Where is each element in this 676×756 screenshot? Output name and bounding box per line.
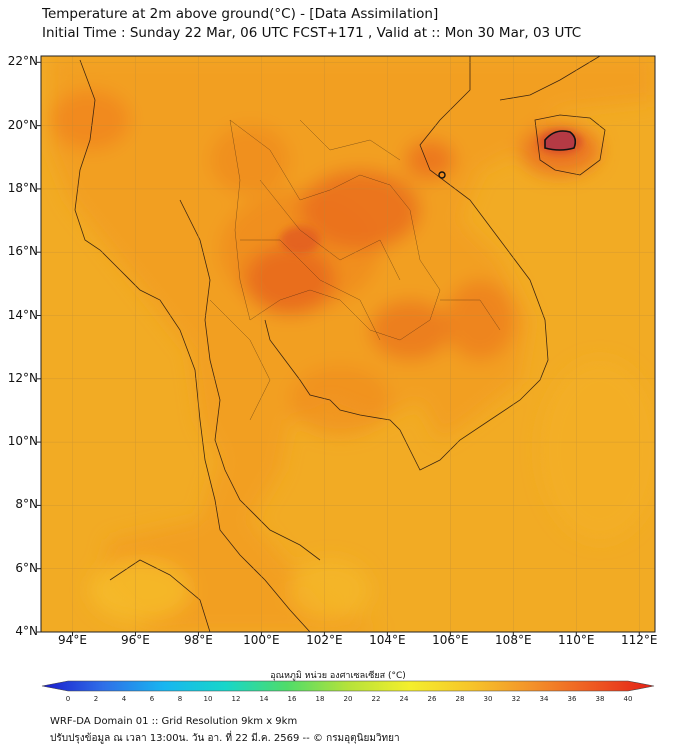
colorbar-tick-label: 34	[539, 695, 549, 703]
colorbar-tick-label: 8	[177, 695, 183, 703]
lat-label: 4°N	[15, 624, 38, 638]
lat-label: 12°N	[7, 370, 38, 385]
colorbar-title: อุณหภูมิ หน่วย องศาเซลเซียส (°C)	[270, 671, 406, 681]
lat-label: 10°N	[7, 434, 38, 449]
colorbar-tick-label: 38	[595, 695, 605, 703]
colorbar-tick-label: 24	[399, 695, 409, 703]
lon-label: 104°E	[369, 633, 406, 647]
chart-subtitle: Initial Time : Sunday 22 Mar, 06 UTC FCS…	[42, 25, 582, 41]
colorbar-tick-label: 26	[427, 695, 437, 703]
colorbar-tick-label: 32	[511, 695, 521, 703]
chart-title: Temperature at 2m above ground(°C) - [Da…	[42, 6, 439, 22]
colorbar-tick-label: 10	[203, 695, 213, 703]
coastlines	[74, 56, 606, 632]
lon-label: 112°E	[621, 633, 658, 647]
colorbar-tick-label: 22	[371, 695, 381, 703]
lon-label: 100°E	[243, 633, 280, 647]
max-contour	[544, 130, 577, 151]
colorbar-tick-label: 28	[455, 695, 465, 703]
lon-label: 108°E	[495, 633, 532, 647]
colorbar-tick-label: 6	[149, 695, 155, 703]
lat-label: 20°N	[7, 117, 38, 132]
colorbar-tick-label: 2	[93, 695, 99, 703]
footer-update-info: ปรับปรุงข้อมูล ณ เวลา 13:00น. วัน อา. ที…	[50, 733, 400, 744]
lat-label: 6°N	[15, 560, 38, 575]
colorbar	[41, 680, 655, 692]
lon-label: 110°E	[558, 633, 595, 647]
lat-label: 8°N	[15, 497, 38, 512]
lon-label: 94°E	[58, 633, 87, 647]
borders	[209, 119, 501, 421]
lat-label: 16°N	[7, 244, 38, 259]
colorbar-tick-label: 14	[259, 695, 269, 703]
colorbar-tick-label: 18	[315, 695, 325, 703]
colorbar-tick-label: 20	[343, 695, 353, 703]
lon-label: 102°E	[306, 633, 343, 647]
lon-label: 98°E	[183, 633, 213, 647]
gridlines	[41, 56, 655, 632]
colorbar-tick-label: 30	[483, 695, 493, 703]
temperature-map	[37, 55, 656, 636]
map-frame	[40, 55, 656, 633]
lon-label: 96°E	[121, 633, 150, 647]
colorbar-tick-label: 0	[65, 695, 71, 703]
lat-label: 14°N	[7, 307, 38, 322]
colorbar-tick-label: 12	[231, 695, 241, 703]
lat-label: 22°N	[7, 54, 38, 69]
lat-label: 18°N	[7, 180, 38, 195]
colorbar-tick-label: 40	[623, 695, 633, 703]
lon-label: 106°E	[432, 633, 469, 647]
colorbar-tick-label: 36	[567, 695, 577, 703]
map-field	[41, 56, 655, 632]
footer-model-info: WRF-DA Domain 01 :: Grid Resolution 9km …	[50, 716, 298, 727]
colorbar-tick-label: 4	[121, 695, 127, 703]
colorbar-tick-label: 16	[287, 695, 297, 703]
